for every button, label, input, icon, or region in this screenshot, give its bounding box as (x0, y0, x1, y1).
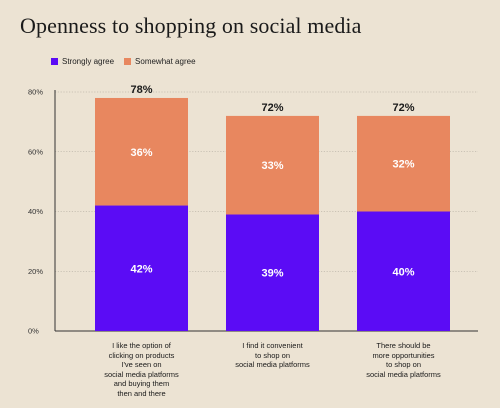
x-tick-label-line: I find it convenient (242, 341, 303, 350)
y-tick-label: 60% (28, 147, 43, 156)
x-tick-label-line: to shop on (385, 360, 422, 369)
x-tick-label-line: I like the option of (112, 341, 171, 350)
x-tick-label: I like the option of clicking on products… (87, 341, 197, 398)
data-label: 32% (392, 159, 414, 171)
data-label: 36% (130, 147, 152, 159)
bar-strongly-agree (95, 205, 188, 331)
data-label: 42% (130, 263, 152, 275)
x-tick-label-line: I've seen on (121, 360, 162, 369)
bar-strongly-agree (226, 214, 319, 331)
total-label: 72% (261, 102, 283, 114)
legend-label-strongly-agree: Strongly agree (62, 57, 115, 66)
chart-title: Openness to shopping on social media (20, 13, 362, 38)
legend-label-somewhat-agree: Somewhat agree (135, 57, 196, 66)
legend-swatch-strongly-agree (51, 58, 58, 65)
y-tick-label: 40% (28, 207, 43, 216)
data-label: 33% (261, 160, 283, 172)
y-tick-label: 20% (28, 267, 43, 276)
data-label: 39% (261, 268, 283, 280)
total-label: 72% (392, 102, 414, 114)
x-tick-label-line: There should be (376, 341, 431, 350)
x-tick-label: There should be more opportunities to shop… (349, 341, 459, 379)
x-tick-label-line: and buying them (113, 379, 170, 388)
legend-item-strongly-agree: Strongly agree (51, 57, 114, 66)
x-tick-label-line: social media platforms (366, 369, 441, 379)
bar-somewhat-agree (357, 115, 450, 212)
x-tick-label-line: social media platforms (104, 369, 179, 379)
legend-item-somewhat-agree: Somewhat agree (124, 57, 196, 66)
y-tick-label: 80% (28, 88, 43, 97)
legend-swatch-somewhat-agree (124, 58, 132, 65)
total-label: 78% (130, 84, 152, 96)
data-label: 40% (392, 266, 414, 278)
x-tick-label: I find it convenient to shop on social med… (218, 341, 328, 370)
y-tick-label: 0% (28, 327, 39, 336)
bar-somewhat-agree (95, 97, 188, 206)
x-tick-label-line: to shop on (254, 350, 291, 360)
legend: Strongly agree Somewhat agree (51, 57, 206, 66)
x-tick-label-line: clicking on products (108, 350, 175, 360)
x-tick-label-line: then and there (117, 388, 166, 398)
x-tick-label-line: more opportunities (372, 350, 435, 360)
bar-somewhat-agree (226, 115, 319, 215)
bar-strongly-agree (357, 211, 450, 331)
x-tick-label-line: social media platforms (235, 360, 310, 369)
